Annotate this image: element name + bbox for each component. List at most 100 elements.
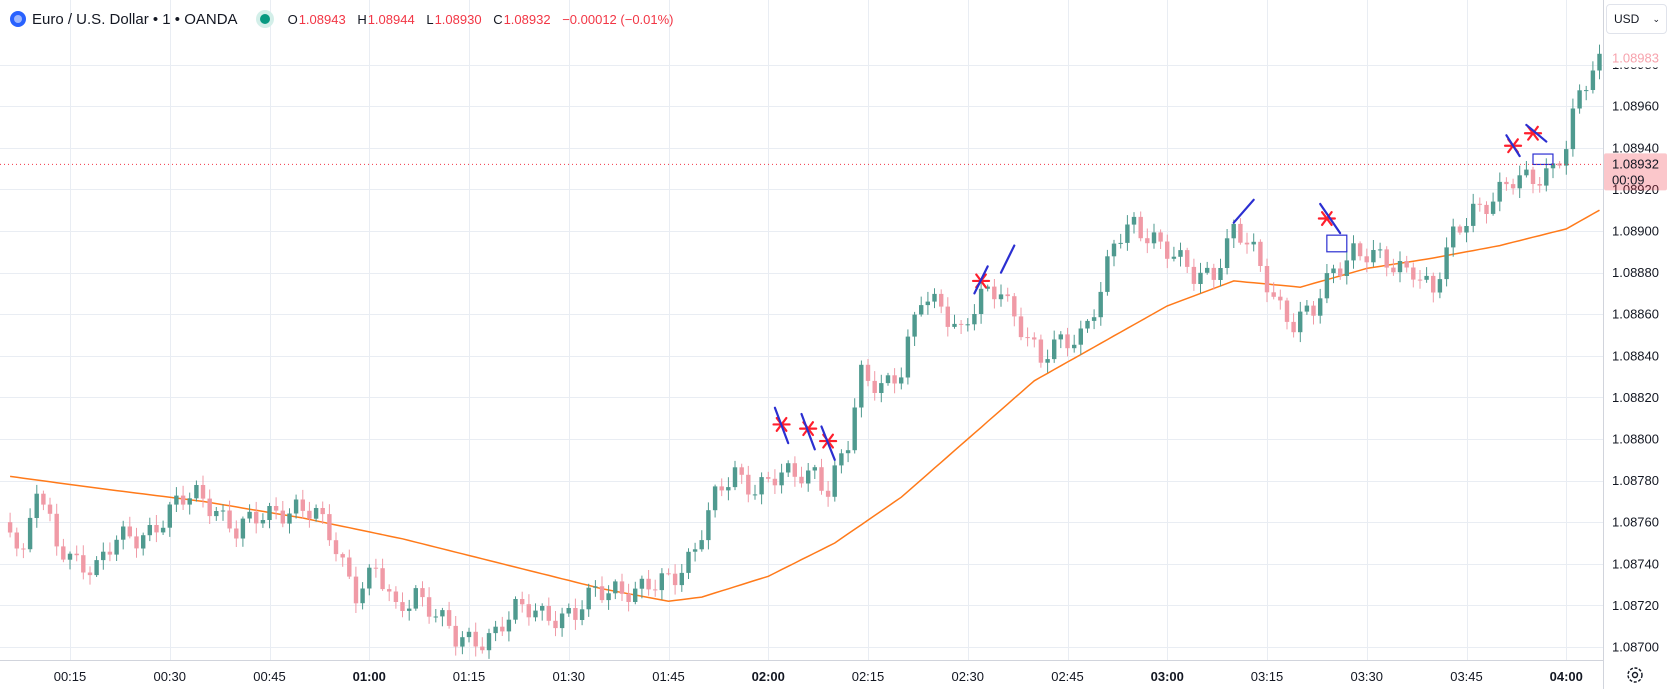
candle-body <box>1264 266 1270 293</box>
candle-body <box>786 463 791 473</box>
candle <box>1397 251 1403 283</box>
annotation-star-stroke <box>1320 211 1333 227</box>
candle <box>1484 201 1489 224</box>
candle <box>1278 289 1283 310</box>
candle-body <box>672 573 678 586</box>
candlestick-series <box>7 44 1602 659</box>
candle <box>712 484 718 518</box>
price-scale[interactable]: 1.08700 1.08720 1.08740 1.08760 1.08780 1.088… <box>1612 57 1659 654</box>
candle <box>1185 247 1190 273</box>
candle <box>1198 262 1203 294</box>
candle-body <box>1411 267 1416 280</box>
candle <box>925 291 930 315</box>
candle-body <box>1597 53 1602 71</box>
candle-body <box>1477 203 1482 205</box>
candle <box>1038 334 1044 368</box>
candle-body <box>952 323 957 327</box>
annotation-drawings[interactable] <box>772 123 1554 461</box>
candle <box>21 543 26 559</box>
candle <box>1364 248 1369 273</box>
candle <box>1311 301 1316 325</box>
candle <box>101 542 106 570</box>
candle <box>187 492 192 515</box>
time-tick-label: 03:45 <box>1450 669 1483 684</box>
candle <box>852 398 857 454</box>
candle-body <box>659 573 664 591</box>
candle <box>533 603 538 622</box>
candle <box>686 548 691 579</box>
candle-body <box>1457 226 1463 233</box>
candle-body <box>300 499 305 511</box>
candle <box>1178 242 1183 267</box>
candle <box>493 620 498 642</box>
candle-body <box>892 375 897 384</box>
candle-body <box>1105 256 1110 292</box>
candle-body <box>440 610 445 617</box>
candle-body <box>533 610 538 618</box>
candle-body <box>1371 250 1376 263</box>
candle-body <box>666 573 671 575</box>
candle <box>1471 193 1476 233</box>
candle <box>300 489 305 519</box>
candle-body <box>1178 250 1183 257</box>
candle <box>1584 85 1589 101</box>
price-tick-label: 1.08800 <box>1612 432 1659 447</box>
candle <box>287 508 292 534</box>
time-tick-label: 01:00 <box>353 669 386 684</box>
candle <box>1344 250 1349 285</box>
candle-body <box>1318 298 1323 316</box>
candle <box>34 484 39 528</box>
symbol-title[interactable]: Euro / U.S. Dollar • 1 • OANDA <box>32 10 238 28</box>
candle-body <box>1537 184 1542 186</box>
candle <box>280 501 285 528</box>
candle <box>513 596 518 624</box>
candle <box>27 508 33 553</box>
candle-body <box>114 539 119 555</box>
candle-body <box>879 383 884 393</box>
candle-body <box>220 510 226 512</box>
currency-select[interactable]: USD ⌄ <box>1606 4 1667 34</box>
candle <box>1391 258 1396 276</box>
candle <box>207 489 212 524</box>
time-scale[interactable]: 00:15 00:30 00:45 01:00 01:15 01:30 01:45 02:00… <box>54 669 1583 684</box>
candle <box>200 475 206 508</box>
candle-body <box>1012 296 1017 317</box>
candle-body <box>1437 279 1443 293</box>
candle-body <box>214 511 219 517</box>
candle <box>1045 349 1050 373</box>
candle <box>1085 319 1090 333</box>
candle-body <box>559 613 565 629</box>
time-tick-label: 01:45 <box>652 669 685 684</box>
candle <box>1158 229 1163 249</box>
candle <box>1490 192 1496 216</box>
gear-icon[interactable] <box>1624 664 1646 686</box>
candle-body <box>1211 267 1216 280</box>
candle-body <box>599 586 605 601</box>
candle-body <box>746 474 751 495</box>
candle-body <box>958 323 964 325</box>
candle <box>1224 229 1230 275</box>
candle-body <box>393 591 399 602</box>
candle-body <box>779 472 784 486</box>
candle-body <box>520 599 525 605</box>
candle <box>1324 264 1330 304</box>
candle-body <box>1338 268 1343 276</box>
time-tick-label: 03:00 <box>1151 669 1184 684</box>
candle <box>1570 98 1576 157</box>
candle-body <box>107 551 113 555</box>
candle <box>1244 232 1250 254</box>
candle <box>726 477 731 501</box>
candle <box>160 520 166 535</box>
candle-body <box>553 620 558 629</box>
price-tick-label: 1.08860 <box>1612 307 1659 322</box>
candle-body <box>1564 149 1569 166</box>
candle-body <box>978 288 984 314</box>
candle-body <box>1464 226 1469 233</box>
candle <box>486 628 492 659</box>
candle <box>1298 301 1303 343</box>
candle <box>393 586 399 609</box>
candle <box>1371 240 1376 267</box>
candle <box>1384 246 1389 277</box>
